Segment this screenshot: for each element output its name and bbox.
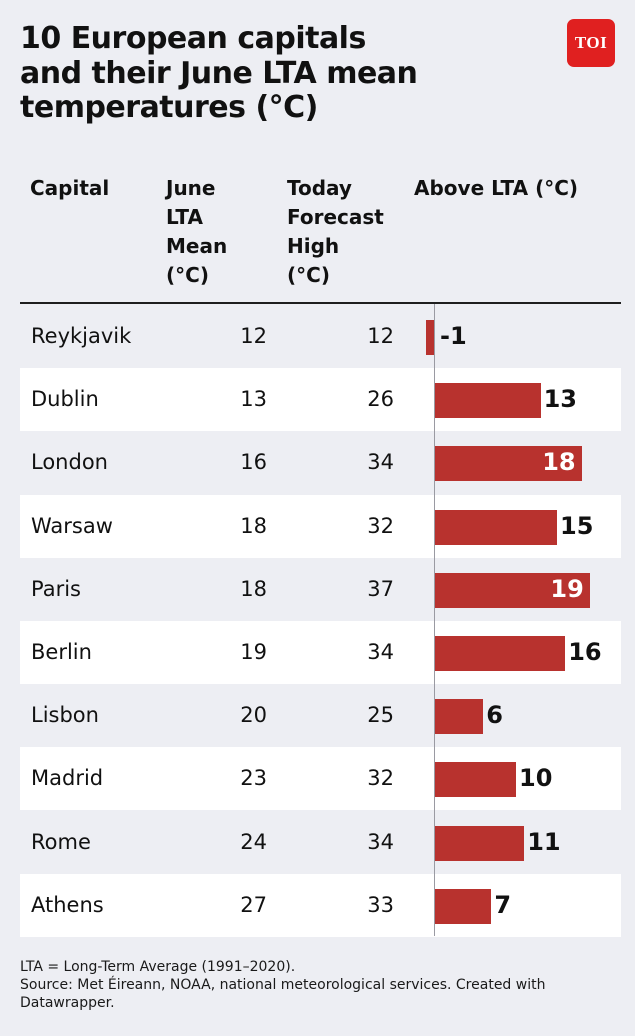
capital-name: Dublin xyxy=(31,387,99,412)
capital-name: Athens xyxy=(31,892,104,917)
header-capital: Capital xyxy=(30,176,110,200)
forecast-high-value: 37 xyxy=(367,576,394,601)
footer-lta-definition: LTA = Long-Term Average (1991–2020). xyxy=(20,959,296,975)
forecast-high-value: 26 xyxy=(367,387,394,412)
table-row: Madrid 23 32 10 xyxy=(20,747,621,811)
capital-name: Lisbon xyxy=(31,703,99,728)
capital-name: Berlin xyxy=(31,640,92,664)
above-lta-label: -1 xyxy=(440,322,467,350)
capital-name: London xyxy=(31,450,108,475)
forecast-high-value: 34 xyxy=(367,640,394,664)
above-lta-bar xyxy=(434,509,557,545)
capital-name: Reykjavik xyxy=(31,324,132,348)
above-lta-bar xyxy=(434,825,525,861)
capital-name: Warsaw xyxy=(31,513,113,538)
footer-notes: LTA = Long-Term Average (1991–2020). Sou… xyxy=(20,958,620,1012)
above-lta-label: 10 xyxy=(519,764,553,793)
capital-name: Paris xyxy=(31,576,81,601)
lta-mean-value: 18 xyxy=(240,513,267,538)
table-row: Warsaw 18 32 15 xyxy=(20,494,621,558)
lta-mean-value: 16 xyxy=(240,450,267,475)
above-lta-label: 18 xyxy=(542,448,576,477)
capital-name: Madrid xyxy=(31,766,104,791)
forecast-high-value: 34 xyxy=(367,450,394,475)
above-lta-label: 7 xyxy=(494,890,512,919)
above-lta-label: 11 xyxy=(527,827,561,856)
header-divider xyxy=(20,302,621,304)
lta-mean-value: 20 xyxy=(240,703,267,728)
lta-mean-value: 18 xyxy=(240,576,267,601)
above-lta-bar xyxy=(434,888,492,924)
bar-zero-axis xyxy=(434,304,435,936)
table-row: Paris 18 37 19 xyxy=(20,558,621,621)
lta-mean-value: 13 xyxy=(240,387,267,412)
footer-source: Source: Met Éireann, NOAA, national mete… xyxy=(20,977,546,1011)
table-row: Berlin 19 34 16 xyxy=(20,621,621,684)
above-lta-bar xyxy=(434,636,566,671)
above-lta-bar xyxy=(434,572,590,608)
header-above-lta: Above LTA (°C) xyxy=(414,176,579,200)
table-row: Rome 24 34 11 xyxy=(20,811,621,874)
table-row: London 16 34 18 xyxy=(20,431,621,494)
above-lta-label: 16 xyxy=(568,638,602,666)
table-row: Athens 27 33 7 xyxy=(20,873,621,937)
above-lta-label: 19 xyxy=(550,574,584,603)
above-lta-bar xyxy=(434,446,582,482)
above-lta-bar xyxy=(425,320,434,355)
above-lta-bar xyxy=(434,699,484,735)
header-lta-mean: June LTA Mean (°C) xyxy=(166,176,228,287)
above-lta-label: 13 xyxy=(543,385,577,414)
forecast-high-value: 32 xyxy=(367,766,394,791)
above-lta-bar xyxy=(434,383,541,419)
table-row: Lisbon 20 25 6 xyxy=(20,684,621,747)
lta-mean-value: 23 xyxy=(240,766,267,791)
lta-mean-value: 19 xyxy=(240,640,267,664)
toi-logo: TOI xyxy=(567,19,615,67)
table-row: Dublin 13 26 13 xyxy=(20,368,621,432)
forecast-high-value: 33 xyxy=(367,892,394,917)
forecast-high-value: 32 xyxy=(367,513,394,538)
forecast-high-value: 25 xyxy=(367,703,394,728)
lta-mean-value: 24 xyxy=(240,829,267,854)
capital-name: Rome xyxy=(31,829,91,854)
lta-mean-value: 27 xyxy=(240,892,267,917)
header-forecast-high: Today Forecast High (°C) xyxy=(287,176,384,287)
above-lta-label: 15 xyxy=(560,511,594,540)
forecast-high-value: 34 xyxy=(367,829,394,854)
lta-mean-value: 12 xyxy=(240,324,267,348)
chart-title: 10 European capitals and their June LTA … xyxy=(20,21,418,125)
above-lta-bar xyxy=(434,762,516,798)
forecast-high-value: 12 xyxy=(367,324,394,348)
above-lta-label: 6 xyxy=(486,701,503,730)
table-row: Reykjavik 12 12 -1 xyxy=(20,305,621,368)
